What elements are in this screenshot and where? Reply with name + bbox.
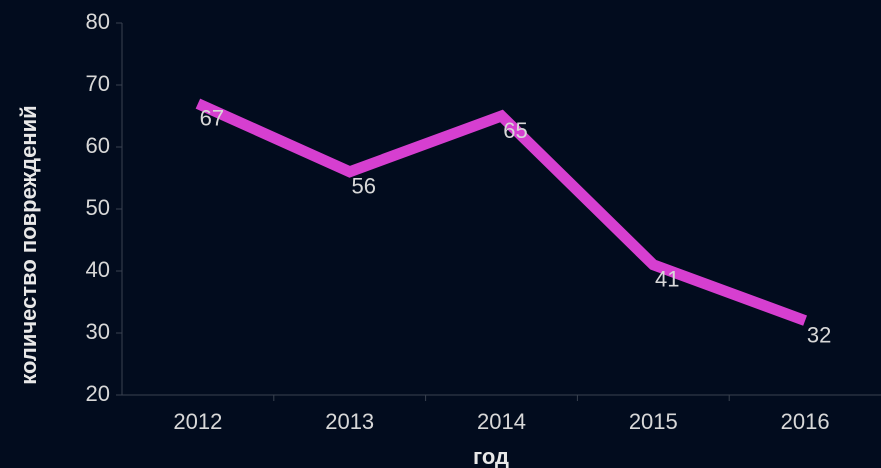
- x-tick-label: 2014: [477, 409, 526, 434]
- y-tick-label: 70: [86, 71, 110, 96]
- data-label: 65: [503, 118, 527, 143]
- data-label: 56: [351, 174, 375, 199]
- y-tick-label: 20: [86, 381, 110, 406]
- y-tick-label: 80: [86, 9, 110, 34]
- x-tick-label: 2012: [173, 409, 222, 434]
- line-series: [195, 98, 807, 326]
- data-label: 41: [655, 267, 679, 292]
- y-tick-label: 60: [86, 133, 110, 158]
- y-tick-label: 50: [86, 195, 110, 220]
- x-tick-label: 2015: [629, 409, 678, 434]
- y-tick-label: 30: [86, 319, 110, 344]
- x-tick-label: 2016: [781, 409, 830, 434]
- x-tick-label: 2013: [325, 409, 374, 434]
- y-axis-title: количество повреждений: [16, 105, 41, 384]
- data-label: 32: [807, 322, 831, 347]
- data-label: 67: [200, 105, 224, 130]
- x-axis-title: год: [473, 444, 509, 468]
- y-tick-label: 40: [86, 257, 110, 282]
